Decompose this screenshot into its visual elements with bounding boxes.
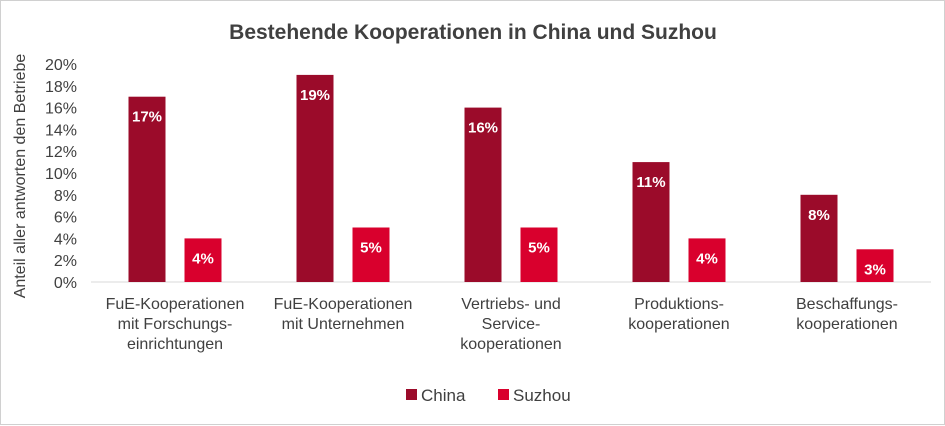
category-labels: FuE-Kooperationen mit Forschungs-einricht… xyxy=(106,296,898,353)
bar-china xyxy=(632,162,670,282)
bar-suzhou xyxy=(352,227,390,282)
bar-suzhou xyxy=(184,238,222,282)
y-tick-label: 2% xyxy=(54,253,77,270)
y-tick-label: 8% xyxy=(54,188,77,205)
x-category-label: Produktions-kooperationen xyxy=(628,296,729,333)
bar-china xyxy=(128,96,166,282)
bar-china xyxy=(464,107,502,282)
legend-swatch-suzhou xyxy=(498,389,509,400)
y-tick-label: 12% xyxy=(45,144,77,161)
data-label: 4% xyxy=(696,250,718,267)
y-tick-label: 18% xyxy=(45,79,77,96)
bar-suzhou xyxy=(688,238,726,282)
data-label: 8% xyxy=(808,207,830,224)
x-category-label: Vertriebs- und Service-kooperationen xyxy=(460,296,561,353)
bars-group: 17% 19% 16% 11% 8% 4% 5% 5% 4% 3% xyxy=(128,74,894,283)
y-axis-label: Anteil aller antworten den Betriebe xyxy=(12,54,29,299)
bar-suzhou xyxy=(856,249,894,282)
data-label: 17% xyxy=(132,109,162,126)
bar-china xyxy=(800,194,838,282)
y-tick-label: 20% xyxy=(45,57,77,74)
legend-swatch-china xyxy=(406,389,417,400)
x-category-label: FuE-Kooperationen mit Forschungs-einricht… xyxy=(106,296,245,353)
x-category-label: FuE-Kooperationen mit Unternehmen xyxy=(274,296,413,333)
chart-title: Bestehende Kooperationen in China und Su… xyxy=(229,21,717,44)
data-label: 16% xyxy=(468,120,498,137)
legend: China Suzhou xyxy=(406,386,571,405)
data-label: 19% xyxy=(300,87,330,104)
y-tick-label: 10% xyxy=(45,166,77,183)
y-tick-label: 14% xyxy=(45,122,77,139)
y-tick-label: 16% xyxy=(45,101,77,118)
legend-label-china: China xyxy=(421,386,466,405)
y-axis-ticks: 0% 2% 4% 6% 8% 10% 12% 14% 16% 18% 20% xyxy=(45,57,77,292)
data-label: 5% xyxy=(528,240,550,257)
legend-label-suzhou: Suzhou xyxy=(513,386,571,405)
data-label: 4% xyxy=(192,250,214,267)
y-tick-label: 6% xyxy=(54,210,77,227)
y-tick-label: 0% xyxy=(54,275,77,292)
bar-china xyxy=(296,74,334,283)
data-label: 3% xyxy=(864,261,886,278)
bar-suzhou xyxy=(520,227,558,282)
data-label: 5% xyxy=(360,240,382,257)
y-tick-label: 4% xyxy=(54,231,77,248)
x-category-label: Beschaffungs-kooperationen xyxy=(796,296,898,333)
data-label: 11% xyxy=(636,174,665,191)
